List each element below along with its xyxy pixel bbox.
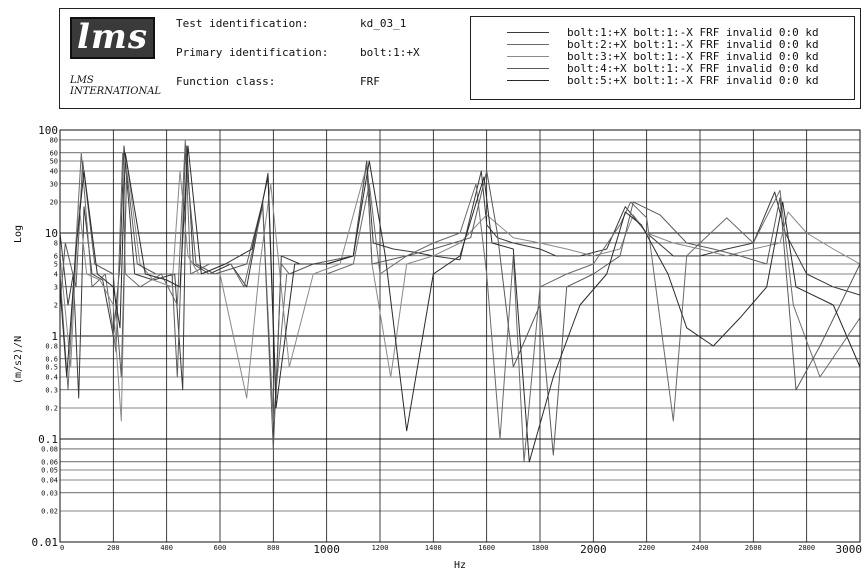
- legend-label-4: bolt:4:+X bolt:1:-X FRF invalid 0:0 kd: [567, 61, 819, 75]
- y-tick-label: 50: [50, 158, 58, 166]
- x-tick-label: 800: [267, 544, 280, 552]
- y-tick-label: 0.01: [32, 536, 59, 549]
- y-tick-label: 30: [50, 180, 58, 188]
- x-tick-label: 0: [60, 544, 64, 552]
- y-tick-label: 4: [54, 270, 58, 278]
- y-tick-label: 0.5: [45, 364, 58, 372]
- y-tick-label: 0.8: [45, 342, 58, 350]
- x-tick-label: 1400: [425, 544, 442, 552]
- legend-swatch-2: [507, 43, 549, 45]
- legend-item-5: bolt:5:+X bolt:1:-X FRF invalid 0:0 kd: [507, 73, 819, 87]
- y-tick-label: 3: [54, 283, 58, 291]
- logo-subtitle: LMS INTERNATIONAL: [70, 75, 161, 97]
- x-tick-label: 2600: [745, 544, 762, 552]
- y-tick-label: 60: [50, 149, 58, 157]
- legend-item-4: bolt:4:+X bolt:1:-X FRF invalid 0:0 kd: [507, 61, 819, 75]
- x-axis-label: Hz: [454, 560, 466, 571]
- series-layer: [59, 139, 861, 463]
- legend-swatch-5: [507, 79, 549, 81]
- y-tick-label: 10: [45, 227, 58, 240]
- x-tick-label: 2400: [692, 544, 709, 552]
- x-tick-label: 1200: [372, 544, 389, 552]
- y-tick-label: 0.1: [38, 433, 58, 446]
- x-tick-label: 1800: [532, 544, 549, 552]
- test-id-label: Test identification:: [176, 17, 309, 30]
- y-tick-label: 0.04: [41, 476, 58, 484]
- x-tick-label: 2200: [638, 544, 655, 552]
- y-tick-label: 2: [54, 301, 58, 309]
- series-line-5: [59, 145, 861, 463]
- legend-swatch-1: [507, 31, 549, 33]
- y-tick-label: 100: [38, 124, 58, 137]
- y-tick-label: 40: [50, 167, 58, 175]
- y-tick-label: 80: [50, 136, 58, 144]
- y-tick-label: 0.02: [41, 507, 58, 515]
- plot-frame: [59, 129, 861, 543]
- y-tick-label: 20: [50, 198, 58, 206]
- x-tick-label: 2000: [580, 543, 607, 556]
- function-class-label: Function class:: [176, 75, 276, 88]
- y-tick-label: 0.03: [41, 489, 58, 497]
- y-tick-label: 0.4: [45, 373, 58, 381]
- y-tick-label: 5: [54, 261, 58, 269]
- y-tick-label: 1: [51, 330, 58, 343]
- y-axis-label: (m/s2)/N: [13, 336, 24, 384]
- legend-item-3: bolt:3:+X bolt:1:-X FRF invalid 0:0 kd: [507, 49, 819, 63]
- lms-logo: lms: [70, 17, 155, 59]
- x-tick-label: 3000: [836, 543, 863, 556]
- legend-label-5: bolt:5:+X bolt:1:-X FRF invalid 0:0 kd: [567, 73, 819, 87]
- legend-swatch-4: [507, 67, 549, 69]
- primary-id-value: bolt:1:+X: [360, 46, 420, 59]
- logo-subtitle-line-1: LMS: [70, 75, 94, 86]
- y-tick-label: 8: [54, 239, 58, 247]
- legend-label-3: bolt:3:+X bolt:1:-X FRF invalid 0:0 kd: [567, 49, 819, 63]
- legend-label-1: bolt:1:+X bolt:1:-X FRF invalid 0:0 kd: [567, 25, 819, 39]
- y-tick-label: 6: [54, 252, 58, 260]
- function-class-value: FRF: [360, 75, 380, 88]
- y-tick-label: 0.08: [41, 445, 58, 453]
- legend: bolt:1:+X bolt:1:-X FRF invalid 0:0 kd b…: [470, 16, 855, 100]
- legend-swatch-3: [507, 55, 549, 57]
- x-tick-label: 400: [160, 544, 173, 552]
- test-id-value: kd_03_1: [360, 17, 407, 30]
- y-tick-label: 0.05: [41, 467, 58, 475]
- legend-item-2: bolt:2:+X bolt:1:-X FRF invalid 0:0 kd: [507, 37, 819, 51]
- x-tick-label: 200: [107, 544, 120, 552]
- grid-layer: [59, 129, 861, 543]
- primary-id-label: Primary identification:: [176, 46, 329, 59]
- logo-subtitle-line-2: INTERNATIONAL: [70, 86, 162, 97]
- x-tick-label: 1600: [478, 544, 495, 552]
- series-line-2: [59, 139, 861, 463]
- series-line-4: [59, 152, 861, 456]
- y-tick-label: 0.2: [45, 404, 58, 412]
- y-tick-label: 0.06: [41, 458, 58, 466]
- header-panel: lms LMS INTERNATIONAL Test identificatio…: [59, 8, 861, 109]
- legend-item-1: bolt:1:+X bolt:1:-X FRF invalid 0:0 kd: [507, 25, 819, 39]
- y-tick-label: 0.3: [45, 386, 58, 394]
- x-tick-label: 2800: [798, 544, 815, 552]
- x-tick-label: 600: [214, 544, 227, 552]
- legend-label-2: bolt:2:+X bolt:1:-X FRF invalid 0:0 kd: [567, 37, 819, 51]
- x-tick-label: 1000: [313, 543, 340, 556]
- y-tick-label: 0.6: [45, 355, 58, 363]
- y-axis-scale-label: Log: [13, 225, 24, 243]
